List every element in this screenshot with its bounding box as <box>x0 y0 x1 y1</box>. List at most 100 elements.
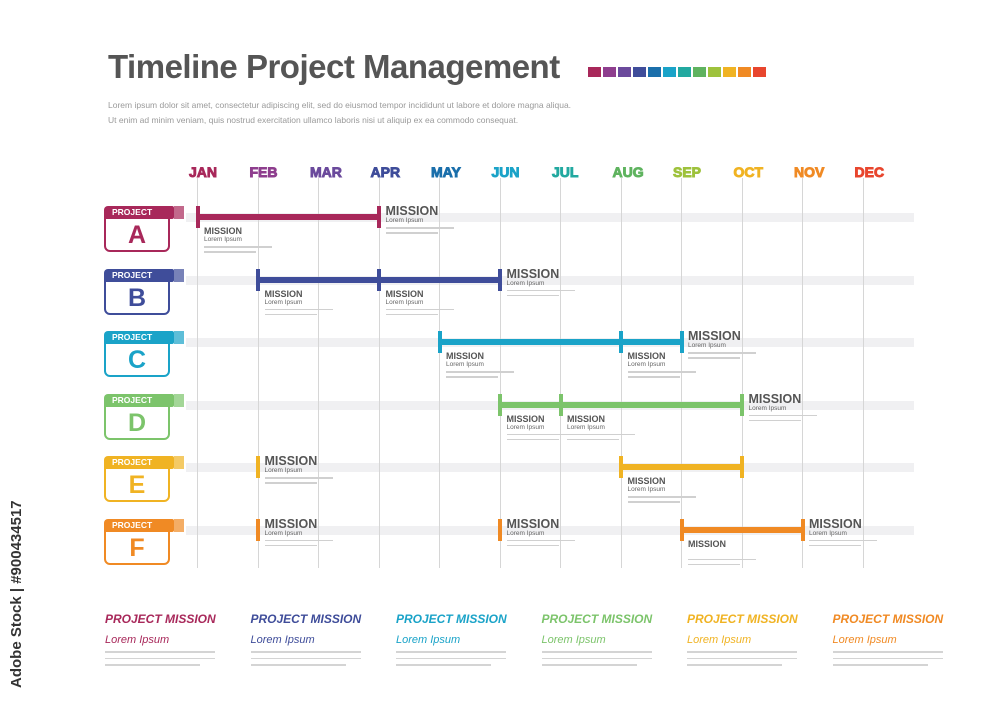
footer-title: PROJECT MISSION <box>687 612 798 626</box>
milestone-tick <box>619 331 623 353</box>
footer-desc-line <box>105 651 215 653</box>
milestone-tick <box>256 518 260 541</box>
timeline-bar <box>499 401 742 408</box>
milestone-sub: Lorem Ipsum <box>385 298 424 306</box>
milestone-label: MISSION <box>627 476 666 486</box>
month-label: MAR <box>310 164 343 181</box>
color-swatch-strip <box>588 67 766 77</box>
milestone-desc-line <box>688 563 740 565</box>
footer-subtitle: Lorem Ipsum <box>832 634 897 646</box>
project-letter: F <box>129 533 145 562</box>
month-gridline <box>439 178 440 568</box>
project-letter: C <box>127 346 147 374</box>
milestone-tick <box>740 393 744 416</box>
month-gridline <box>681 178 682 568</box>
color-swatch <box>708 67 721 77</box>
milestone-desc-line <box>748 414 817 416</box>
month-gridline <box>802 178 803 568</box>
footer-desc-line <box>105 664 200 666</box>
timeline-bar <box>197 214 379 220</box>
color-swatch <box>738 67 751 77</box>
milestone-tick <box>498 518 502 541</box>
footer-item: PROJECT MISSION Lorem Ipsum <box>396 612 526 671</box>
milestone-desc-line <box>264 539 333 541</box>
color-swatch <box>753 67 766 77</box>
milestone-tick <box>498 268 502 291</box>
milestone-desc-line <box>264 544 317 546</box>
row-band <box>186 213 914 222</box>
footer-desc-line <box>832 657 943 659</box>
milestone-desc-line <box>688 357 740 359</box>
footer-desc-line <box>250 664 346 666</box>
footer-desc <box>541 651 672 666</box>
footer-item: PROJECT MISSION Lorem Ipsum <box>250 612 381 671</box>
footer-subtitle: Lorem Ipsum <box>687 634 752 646</box>
project-tag: PROJECT <box>104 268 184 282</box>
footer-subtitle: Lorem Ipsum <box>105 634 170 646</box>
footer-desc-line <box>687 651 797 653</box>
milestone-label: MISSION <box>446 351 485 361</box>
milestone-desc-line <box>567 438 619 440</box>
footer-desc-line <box>832 664 928 666</box>
milestone-desc-line <box>385 232 438 234</box>
milestone-tick <box>195 206 200 228</box>
page-title: Timeline Project Management <box>108 48 560 85</box>
footer-subtitle: Lorem Ipsum <box>396 634 461 646</box>
month-label: SEP <box>673 164 702 181</box>
milestone-desc-line <box>506 438 559 440</box>
color-swatch <box>723 67 736 77</box>
footer-desc-line <box>541 651 652 653</box>
month-gridline <box>378 178 380 568</box>
footer-desc <box>396 651 526 666</box>
milestone-sub: Lorem Ipsum <box>506 279 545 287</box>
color-swatch <box>603 67 616 77</box>
milestone-desc-line <box>809 539 877 541</box>
project-card-c: PROJECT C <box>104 331 184 377</box>
footer-item: PROJECT MISSION Lorem Ipsum <box>105 612 235 671</box>
milestone-label: MISSION <box>264 288 303 299</box>
milestone-desc-line <box>627 501 680 503</box>
project-tag: PROJECT <box>104 456 184 469</box>
project-card-f: PROJECT F <box>104 518 184 565</box>
project-card-b: PROJECT B <box>104 268 184 315</box>
stock-id-label: Adobe Stock | #900434517 <box>8 500 25 688</box>
milestone-sub: Lorem Ipsum <box>809 529 847 537</box>
milestone-label: MISSION <box>506 516 560 531</box>
milestone-sub: Lorem Ipsum <box>506 423 545 431</box>
milestone-desc-line <box>264 482 317 484</box>
intro-line: Ut enim ad minim veniam, quis nostrud ex… <box>108 115 519 125</box>
milestone-desc-line <box>688 558 756 560</box>
milestone-desc-line <box>506 539 575 541</box>
milestone-sub: Lorem Ipsum <box>264 529 303 537</box>
footer-subtitle: Lorem Ipsum <box>250 634 315 646</box>
month-label: FEB <box>249 164 278 181</box>
footer-desc-line <box>105 657 215 659</box>
project-tag: PROJECT <box>104 518 184 532</box>
row-band <box>186 525 914 535</box>
milestone-desc-line <box>627 371 696 373</box>
milestone-desc-line <box>506 294 559 296</box>
footer-desc-line <box>541 657 652 659</box>
milestone-label: MISSION <box>385 204 439 218</box>
project-tag: PROJECT <box>104 206 184 219</box>
month-gridline <box>257 178 259 568</box>
milestone-desc-line <box>264 308 333 310</box>
milestone-tick <box>256 456 260 478</box>
timeline-bar <box>681 526 802 533</box>
month-gridline <box>741 178 743 568</box>
milestone-tick <box>679 331 684 353</box>
milestone-tick <box>558 393 563 416</box>
footer-desc <box>832 651 963 666</box>
month-label: APR <box>370 164 401 181</box>
month-label: DEC <box>854 164 885 181</box>
color-swatch <box>663 67 676 77</box>
milestone-desc-line <box>385 227 454 229</box>
intro-line: Lorem ipsum dolor sit amet, consectetur … <box>108 100 572 110</box>
footer-item: PROJECT MISSION Lorem Ipsum <box>687 612 817 671</box>
milestone-tick <box>619 456 623 478</box>
milestone-sub: Lorem Ipsum <box>204 236 242 243</box>
timeline-bar <box>439 339 681 345</box>
milestone-sub: Lorem Ipsum <box>264 298 303 306</box>
footer-desc <box>687 651 817 666</box>
